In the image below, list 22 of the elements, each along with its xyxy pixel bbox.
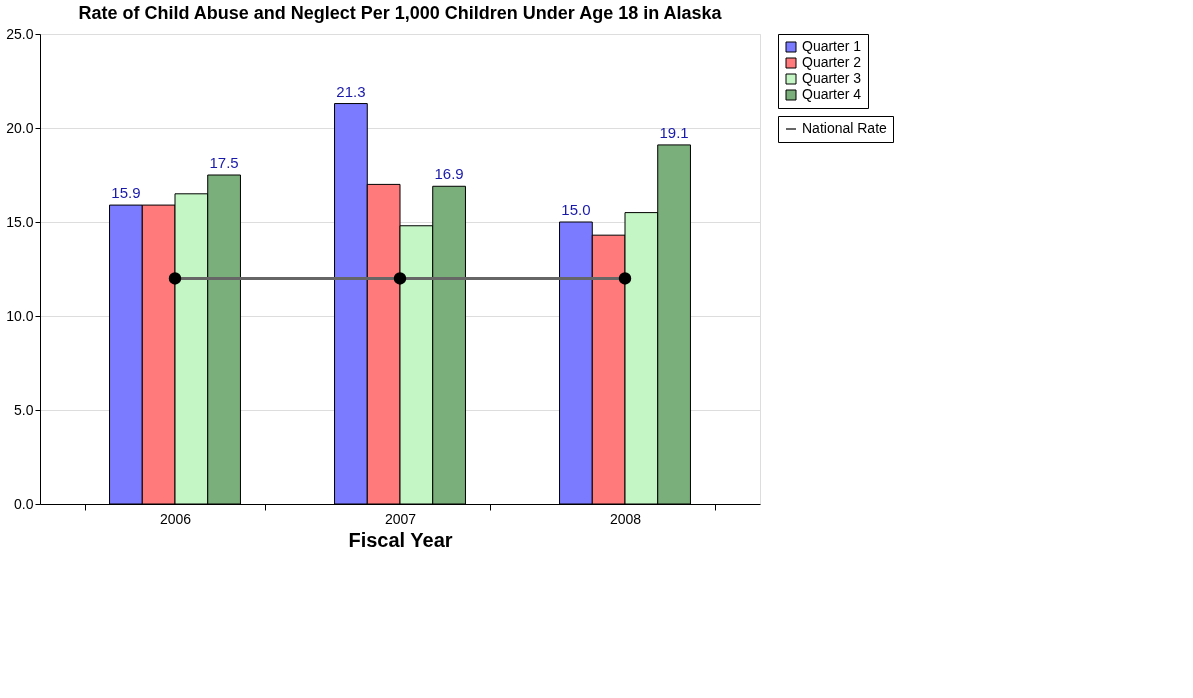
data-label: 15.9	[111, 184, 141, 202]
legend-label: National Rate	[802, 120, 888, 136]
y-tick-label: 20.0	[6, 119, 34, 136]
y-tick-label: 0.0	[14, 495, 34, 512]
chart-title: Rate of Child Abuse and Neglect Per 1,000 Children Under Age 18 in Alaska	[78, 3, 723, 23]
data-label: 16.9	[434, 165, 464, 183]
x-tick-label: 2008	[609, 510, 642, 527]
data-label: 15.0	[561, 201, 591, 218]
y-tick-label: 10.0	[6, 307, 34, 324]
y-tick-label: 5.0	[14, 401, 34, 418]
legend-label: Quarter 3	[802, 70, 862, 86]
y-tick-label: 25.0	[6, 25, 34, 42]
legend-label: Quarter 2	[802, 54, 862, 70]
legend-label: Quarter 4	[802, 86, 862, 102]
x-axis-title: Fiscal Year	[348, 528, 453, 551]
x-tick-label: 2007	[384, 510, 417, 527]
data-label: 19.1	[659, 123, 689, 141]
y-tick-label: 15.0	[6, 213, 34, 230]
data-label: 17.5	[209, 154, 239, 171]
x-tick-label: 2006	[159, 510, 192, 527]
data-label: 21.3	[336, 82, 366, 100]
legend-label: Quarter 1	[802, 38, 862, 54]
